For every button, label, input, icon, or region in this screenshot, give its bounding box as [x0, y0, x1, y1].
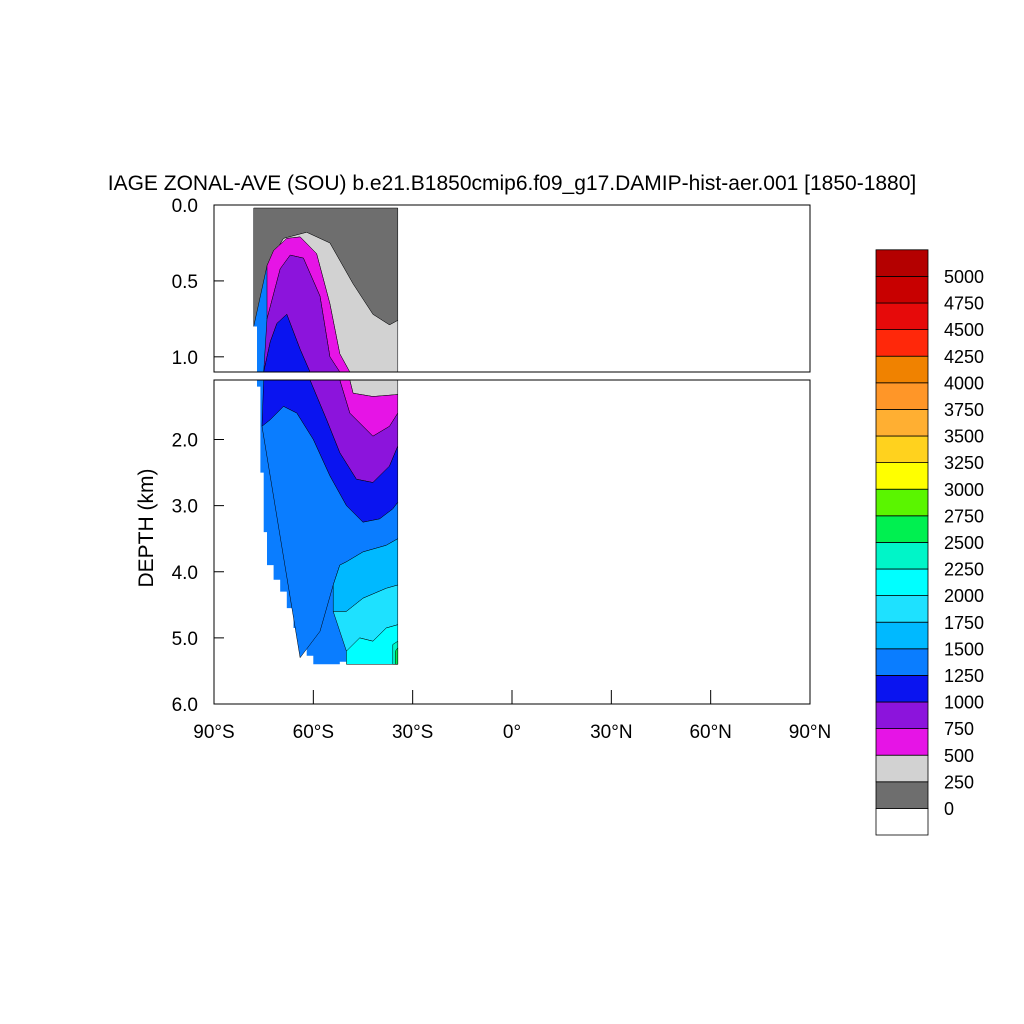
lower-depth-panel: 2.0 3.0 4.0 5.0 6.0 90°S 60°S 30°S 0° 30°N 60°N 90… [172, 379, 831, 743]
colorbar-swatch [875, 701, 929, 730]
x-tick-label: 30°N [590, 722, 632, 743]
colorbar-swatch [875, 595, 929, 623]
colorbar-swatch [875, 781, 929, 809]
lower-y-tick-label: 3.0 [172, 497, 198, 518]
colorbar-swatch [875, 249, 929, 277]
x-tick-label: 90°S [193, 722, 234, 743]
y-axis-label: DEPTH (km) [135, 469, 158, 588]
colorbar-label: 2250 [944, 560, 984, 580]
x-tick-label: 0° [503, 722, 521, 743]
colorbar-swatch [875, 754, 929, 783]
upper-band-2750-3000 [395, 987, 397, 1024]
lower-y-tick-label: 6.0 [172, 695, 198, 716]
colorbar-swatch [875, 355, 929, 384]
colorbar-swatch [875, 542, 929, 570]
colorbar-swatch [875, 329, 929, 357]
upper-band-1250-1500 [263, 314, 311, 372]
x-tick-label: 60°S [293, 722, 334, 743]
upper-panel-frame [213, 204, 811, 373]
lower-y-tick-label: 2.0 [172, 431, 198, 452]
colorbar-label: 2000 [944, 586, 984, 606]
x-tick-label: 30°S [392, 722, 433, 743]
colorbar-label: 2500 [944, 533, 984, 553]
colorbar-swatch [875, 675, 929, 703]
upper-band-2000-2250 [333, 843, 398, 995]
upper-y-tick-label: 0.0 [172, 196, 198, 217]
colorbar-label: 3500 [944, 427, 984, 447]
upper-y-tick-label: 0.5 [172, 272, 198, 293]
colorbar-swatch [875, 275, 929, 304]
colorbar-swatch [875, 648, 929, 676]
upper-band-2500-2750 [393, 972, 398, 1024]
colorbar-swatch [875, 302, 929, 331]
colorbar-swatch [875, 728, 929, 756]
colorbar-swatch [875, 382, 929, 410]
upper-band-2250-2500 [346, 934, 397, 1024]
upper-band-1750-2000 [333, 736, 398, 903]
chart-title: IAGE ZONAL-AVE (SOU) b.e21.B1850cmip6.f0… [108, 172, 917, 195]
colorbar-label: 750 [944, 719, 974, 739]
colorbar-swatch [875, 515, 929, 543]
lower-band-2750-3000 [395, 647, 399, 665]
colorbar-label: 2750 [944, 506, 984, 526]
colorbar-label: 250 [944, 772, 974, 792]
colorbar-swatch [875, 568, 929, 597]
colorbar-swatch [875, 462, 929, 490]
lower-y-tick-label: 5.0 [172, 629, 198, 650]
colorbar-swatch [875, 408, 929, 437]
colorbar-label: 0 [944, 799, 954, 819]
lower-y-tick-label: 4.0 [172, 563, 198, 584]
colorbar-label: 1500 [944, 639, 984, 659]
colorbar-label: 4000 [944, 373, 984, 393]
colorbar-swatch [875, 621, 929, 650]
colorbar-label: 500 [944, 746, 974, 766]
upper-depth-panel: 0.0 0.5 1.0 [172, 196, 811, 1024]
colorbar-label: 3250 [944, 453, 984, 473]
colorbar-label: 1000 [944, 693, 984, 713]
colorbar-label: 4500 [944, 320, 984, 340]
lower-band-2250-2500 [346, 624, 399, 665]
colorbar-label: 1250 [944, 666, 984, 686]
x-tick-label: 60°N [689, 722, 731, 743]
colorbar-swatch [875, 488, 929, 517]
colorbar-label: 1750 [944, 613, 984, 633]
x-tick-label: 90°N [789, 722, 831, 743]
colorbar-label: 4250 [944, 347, 984, 367]
colorbar-swatch [875, 435, 929, 464]
colorbar-label: 3000 [944, 480, 984, 500]
upper-y-tick-label: 1.0 [172, 348, 198, 369]
colorbar-label: 3750 [944, 400, 984, 420]
colorbar-label: 4750 [944, 294, 984, 314]
colorbar-label: 5000 [944, 267, 984, 287]
colorbar-swatch [875, 808, 929, 836]
colorbar-legend: 0 250 500 750 1000 1250 1500 1750 2000 2250 2500 27… [875, 249, 984, 836]
